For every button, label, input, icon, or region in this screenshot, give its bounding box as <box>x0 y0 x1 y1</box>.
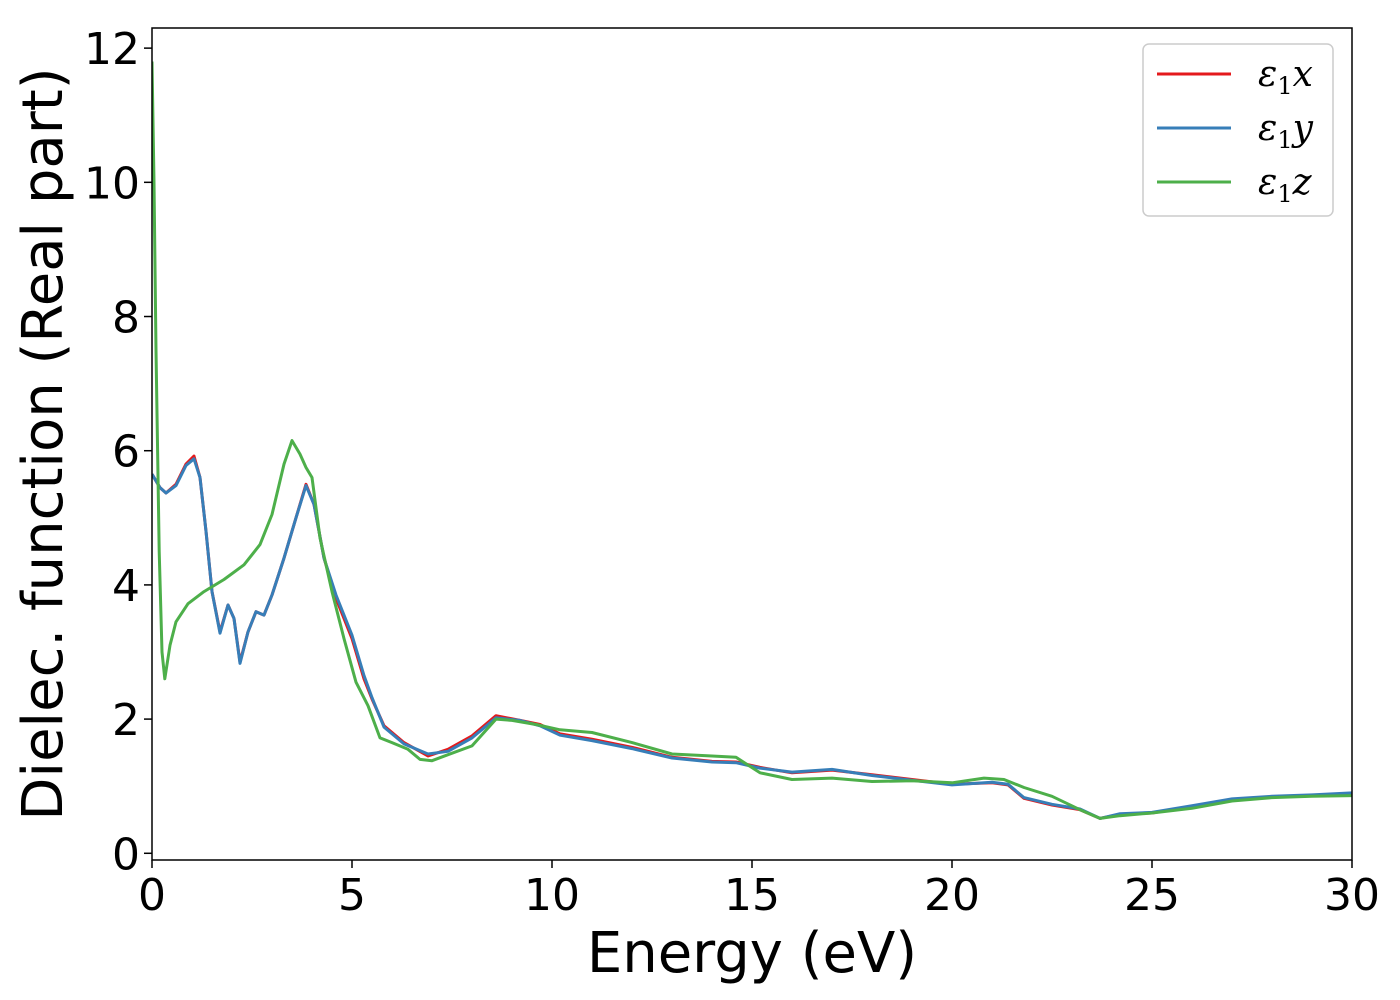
y-tick-label: 8 <box>112 293 140 344</box>
legend-label-subscript: 1 <box>1277 126 1292 154</box>
y-tick-label: 0 <box>112 829 140 880</box>
legend-label-base: ε <box>1258 162 1277 203</box>
x-tick-label: 30 <box>1324 870 1380 921</box>
legend-label-suffix: z <box>1292 162 1313 203</box>
y-axis-ticks: 0 2 4 6 8 10 12 <box>84 24 152 880</box>
legend-label-base: ε <box>1258 54 1277 95</box>
legend-label-x: ε1x <box>1258 54 1313 100</box>
y-tick-label: 12 <box>84 24 140 75</box>
y-tick-label: 10 <box>84 158 140 209</box>
legend-label-base: ε <box>1258 108 1277 149</box>
x-tick-label: 0 <box>138 870 166 921</box>
legend-label-suffix: x <box>1293 54 1313 95</box>
legend-label-y: ε1y <box>1258 108 1314 154</box>
y-axis-label: Dielec. function (Real part) <box>11 67 76 820</box>
x-tick-label: 15 <box>724 870 780 921</box>
legend-label-suffix: y <box>1291 108 1314 149</box>
x-tick-label: 10 <box>524 870 580 921</box>
y-tick-label: 6 <box>112 427 140 478</box>
series-layer <box>152 61 1352 820</box>
series-line-z <box>152 61 1352 820</box>
x-tick-label: 5 <box>338 870 366 921</box>
series-line-y <box>152 457 1352 820</box>
series-line-x <box>152 454 1352 820</box>
x-axis-ticks: 0 5 10 15 20 25 30 <box>138 860 1380 921</box>
legend-label-subscript: 1 <box>1277 72 1292 100</box>
x-tick-label: 20 <box>924 870 980 921</box>
y-tick-label: 4 <box>112 561 140 612</box>
legend-label-z: ε1z <box>1258 162 1313 208</box>
legend-label-subscript: 1 <box>1277 180 1292 208</box>
x-tick-label: 25 <box>1124 870 1180 921</box>
legend-frame <box>1142 43 1334 217</box>
x-axis-label: Energy (eV) <box>587 921 917 986</box>
y-tick-label: 2 <box>112 695 140 746</box>
